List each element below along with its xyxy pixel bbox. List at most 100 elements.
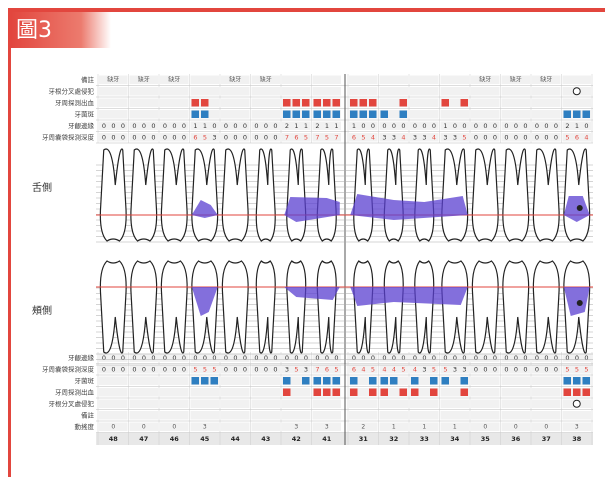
cell-bg [130, 377, 159, 386]
cell-text: 缺牙 [138, 75, 150, 83]
cell-value: 0 [182, 133, 186, 141]
cell-value: 0 [163, 354, 167, 362]
indicator [430, 389, 438, 397]
cell-value: 0 [121, 365, 125, 373]
tooth-number: 31 [359, 435, 369, 443]
indicator [323, 111, 331, 119]
cell-value: 0 [151, 133, 155, 141]
tooth [317, 149, 336, 241]
tooth [256, 149, 275, 241]
cell-bg [252, 110, 281, 119]
cell-value: 0 [462, 354, 466, 362]
cell-bg [502, 388, 531, 397]
tooth [317, 261, 336, 353]
tooth [256, 261, 275, 353]
tooth [222, 261, 248, 353]
indicator [573, 389, 581, 397]
cell-value: 5 [565, 365, 569, 373]
cell-bg [532, 388, 561, 397]
cell-value: 0 [535, 354, 539, 362]
tooth [161, 149, 187, 241]
cell-value: 0 [304, 354, 308, 362]
tooth [533, 261, 559, 353]
cell-bg [441, 400, 470, 409]
indicator [381, 377, 389, 385]
tooth-number: 46 [170, 435, 180, 443]
cell-bg [160, 400, 189, 409]
cell-value: 5 [203, 133, 207, 141]
cell-value: 7 [285, 133, 289, 141]
cell-bg [502, 99, 531, 108]
cell-bg [221, 377, 250, 386]
indicator [302, 377, 310, 385]
cell-value: 0 [474, 133, 478, 141]
tooth-number: 33 [420, 435, 429, 443]
indicator [411, 389, 419, 397]
cell-value: 4 [361, 365, 365, 373]
cell-value: 5 [401, 365, 405, 373]
cell-bg [221, 99, 250, 108]
indicator [211, 377, 219, 385]
cell-value: 0 [523, 354, 527, 362]
cell-value: 0 [243, 122, 247, 130]
tooth-number: 43 [261, 435, 270, 443]
indicator [201, 377, 209, 385]
cell-value: 3 [285, 365, 289, 373]
cell-value: 1 [334, 122, 338, 130]
cell-bg [471, 411, 500, 420]
cell-bg [563, 411, 592, 420]
cell-value: 3 [382, 133, 386, 141]
cell-value: 0 [142, 122, 146, 130]
cell-value: 0 [352, 354, 356, 362]
indicator [400, 389, 408, 397]
row-label: 備註 [81, 75, 95, 84]
cell-bg [130, 388, 159, 397]
cell-value: 0 [523, 365, 527, 373]
cell-text: 缺牙 [168, 75, 180, 83]
cell-value: 0 [443, 354, 447, 362]
cell-bg [221, 411, 250, 420]
cell-value: 0 [182, 122, 186, 130]
cell-bg [282, 76, 311, 85]
cell-value: 0 [254, 133, 258, 141]
cell-value: 0 [514, 354, 518, 362]
cell-value: 0 [212, 354, 216, 362]
indicator [400, 99, 408, 107]
indicator [314, 377, 322, 385]
cell-value: 0 [132, 122, 136, 130]
cell-value: 0 [172, 354, 176, 362]
row-label: 牙周探測出血 [55, 98, 95, 107]
row-label: 牙周囊袋探測深度 [42, 364, 95, 373]
cell-bg [252, 87, 281, 96]
cell-value: 5 [325, 133, 329, 141]
indicator [333, 111, 341, 119]
cell-value: 0 [163, 133, 167, 141]
cell-bg [221, 400, 250, 409]
cell-text: 3 [203, 423, 207, 430]
cell-bg [221, 87, 250, 96]
cell-value: 0 [163, 365, 167, 373]
cell-bg [130, 99, 159, 108]
cell-value: 5 [193, 365, 197, 373]
indicator [369, 377, 377, 385]
cell-value: 0 [224, 354, 228, 362]
cell-value: 0 [172, 122, 176, 130]
cell-value: 0 [151, 122, 155, 130]
cell-value: 0 [224, 122, 228, 130]
tooth-number: 42 [292, 435, 301, 443]
indicator [564, 377, 572, 385]
indicator [323, 99, 331, 107]
cell-value: 3 [422, 133, 426, 141]
tooth [287, 149, 306, 241]
cell-value: 0 [132, 365, 136, 373]
cell-value: 0 [483, 133, 487, 141]
tooth-number: 38 [572, 435, 582, 443]
indicator [323, 377, 331, 385]
cell-value: 0 [554, 122, 558, 130]
cell-bg [160, 388, 189, 397]
cell-value: 0 [544, 354, 548, 362]
cell-value: 0 [132, 133, 136, 141]
cell-value: 0 [554, 365, 558, 373]
cell-value: 0 [264, 354, 268, 362]
indicator [283, 99, 291, 107]
